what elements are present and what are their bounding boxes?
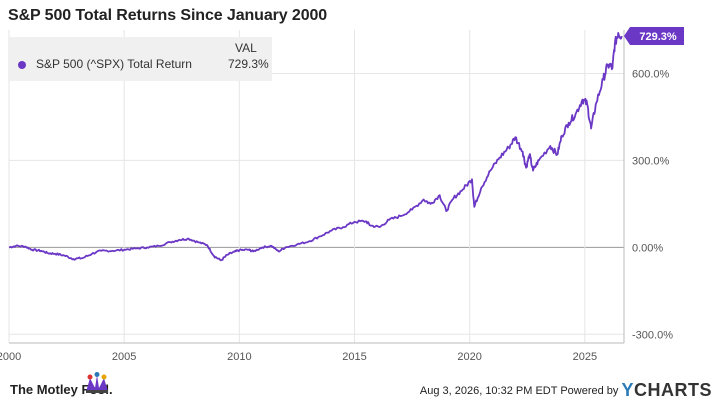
x-tick-label: 2000 xyxy=(0,351,21,363)
y-tick-label: 0.00% xyxy=(632,242,663,254)
axes xyxy=(9,30,625,344)
last-value-tag: 729.3% xyxy=(624,26,684,45)
last-value-tag-bg xyxy=(624,26,684,45)
motley-fool-logo: The Motley Fool. xyxy=(10,382,113,397)
footer-attribution: Aug 3, 2026, 10:32 PM EDT Powered by YCH… xyxy=(420,380,712,401)
x-tick-label: 2015 xyxy=(342,351,366,363)
legend-series-name: S&P 500 (^SPX) Total Return xyxy=(36,57,192,71)
tick-labels: 600.0% 300.0% 0.00% -300.0% 2000 2005 2010 2015… xyxy=(0,68,673,363)
grid-lines xyxy=(8,30,624,343)
x-tick-label: 2025 xyxy=(573,351,597,363)
last-value-tag-label: 729.3% xyxy=(639,31,677,43)
x-tick-label: 2020 xyxy=(457,351,481,363)
x-tick-label: 2010 xyxy=(227,351,251,363)
y-tick-label: 300.0% xyxy=(632,155,670,167)
legend-series-value: 729.3% xyxy=(228,57,269,71)
legend-box: VAL S&P 500 (^SPX) Total Return 729.3% xyxy=(8,37,272,81)
powered-by-label: Powered by xyxy=(560,385,619,397)
legend-series-marker xyxy=(18,61,26,69)
chart-title: S&P 500 Total Returns Since January 2000 xyxy=(8,7,328,24)
series-line-sp500-total-return xyxy=(8,32,623,262)
y-tick-label: 600.0% xyxy=(632,68,670,80)
jester-hat-icon xyxy=(86,372,108,393)
timestamp: Aug 3, 2026, 10:32 PM EDT xyxy=(419,385,558,397)
y-tick-label: -300.0% xyxy=(632,329,673,341)
x-tick-label: 2005 xyxy=(112,351,136,363)
series-layer: 729.3% xyxy=(8,26,684,262)
ycharts-logo: YCHARTS xyxy=(621,380,712,400)
legend-header: VAL xyxy=(235,41,257,55)
